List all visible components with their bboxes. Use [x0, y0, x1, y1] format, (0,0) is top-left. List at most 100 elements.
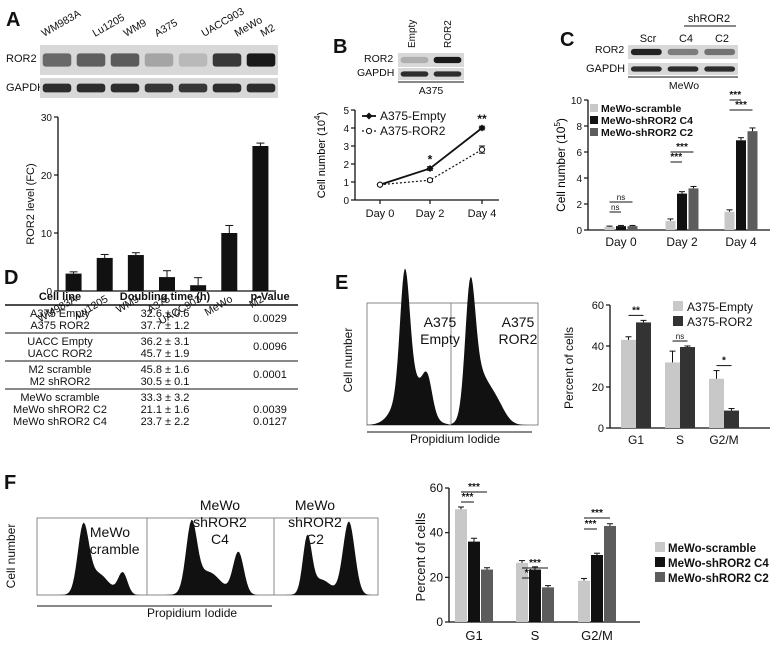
legend-swatch-c — [590, 128, 598, 136]
panel-a-bar — [190, 285, 207, 291]
histogram-mewo-c2-fill — [274, 521, 378, 595]
panel-b-significance: ** — [477, 112, 487, 126]
lane-label-wm983a: WM983A — [40, 8, 83, 40]
panel-b-y-tick-label: 3 — [343, 142, 349, 153]
histogram-a375-ror2-fill — [451, 276, 538, 425]
gapdh-blot-a-band — [246, 83, 276, 93]
histogram-label-f: Scramble — [80, 541, 139, 557]
table-cell-doubling-time: 45.8 ± 1.6 — [141, 364, 190, 376]
panel-e-bar — [724, 410, 739, 428]
blot-cell-line-c: MeWo — [669, 80, 699, 92]
panel-letter-a: A — [6, 9, 20, 31]
histogram-label-f: MeWo — [200, 497, 240, 513]
ror2-blot-b-background — [398, 53, 464, 67]
panel-f-sig-label: *** — [468, 482, 480, 493]
panel-a-y-tick-label: 30 — [41, 113, 53, 124]
panel-c-bar — [665, 220, 676, 230]
panel-b-ylabel: Cell number (104) — [313, 112, 328, 198]
legend-label-f: MeWo-shROR2 C4 — [668, 558, 769, 570]
panel-b-y-tick-label: 0 — [343, 196, 349, 207]
panel-a-bar — [252, 146, 269, 291]
histogram-ylabel-f: Cell number — [4, 524, 18, 589]
legend-swatch-f — [655, 542, 665, 552]
gapdh-blot-c-band — [704, 66, 736, 72]
legend-swatch-e — [673, 316, 683, 326]
ror2-blot-c-band — [667, 48, 699, 56]
blot-lane-c4: C4 — [679, 33, 693, 45]
legend-swatch-f — [655, 557, 665, 567]
gapdh-blot-a-band — [110, 83, 140, 93]
panel-e-y-tick-label: 40 — [592, 341, 604, 353]
panel-c-y-tick-label: 8 — [576, 122, 582, 133]
panel-f-bar — [591, 555, 603, 622]
gapdh-blot-b-band — [400, 71, 429, 77]
panel-e-x-label: G1 — [628, 433, 644, 447]
table-cell-p-value: 0.0039 — [253, 404, 287, 416]
panel-e-bar — [636, 322, 651, 428]
panel-c-y-tick-label: 6 — [576, 148, 582, 159]
panel-b-y-tick-label: 2 — [343, 160, 349, 171]
histogram-label-f: shROR2 — [193, 514, 247, 530]
panel-f-sig-label: *** — [462, 492, 474, 503]
panel-letter-d: D — [4, 267, 18, 289]
legend-label-e: A375-ROR2 — [687, 315, 753, 329]
panel-c-y-tick-label: 4 — [576, 174, 582, 185]
panel-letter-f: F — [4, 472, 16, 494]
panel-f-bar — [468, 541, 480, 622]
panel-c-bar — [604, 226, 615, 230]
blot-label-ror2-c: ROR2 — [595, 44, 624, 56]
panel-e-bar — [709, 378, 724, 428]
panel-c-bar — [747, 131, 758, 230]
gapdh-blot-a-band — [76, 83, 106, 93]
panel-f-x-label: G1 — [465, 628, 482, 643]
table-cell-doubling-time: 21.1 ± 1.6 — [141, 404, 190, 416]
panel-c-ylabel: Cell number (105) — [553, 118, 568, 212]
blot-lane-scr: Scr — [640, 33, 657, 45]
histogram-label-e: Empty — [420, 331, 460, 347]
table-cell-doubling-time: 36.2 ± 3.1 — [141, 336, 190, 348]
panel-c-bar — [736, 140, 746, 230]
panel-e-x-label: G2/M — [709, 433, 738, 447]
histogram-xlabel-f: Propidium Iodide — [147, 606, 237, 620]
gapdh-blot-a-band — [42, 83, 72, 93]
panel-e-bar — [665, 362, 680, 428]
legend-label-f: MeWo-scramble — [668, 543, 756, 555]
table-cell-doubling-time: 32.6 ± 0.6 — [141, 308, 190, 320]
legend-label-f: MeWo-shROR2 C2 — [668, 573, 769, 585]
panel-c-sig-label: ns — [611, 203, 619, 212]
ror2-blot-a-band — [76, 53, 106, 67]
panel-a-y-tick-label: 0 — [46, 287, 52, 298]
panel-f-sig-label: *** — [591, 508, 603, 519]
panel-c-sig-label: ns — [617, 193, 625, 202]
ror2-blot-b-band — [400, 56, 429, 64]
table-cell-line: MeWo shROR2 C2 — [13, 404, 107, 416]
ror2-blot-b-band — [433, 56, 462, 64]
panel-e-sig-label: ** — [632, 305, 640, 316]
panel-a-bar — [159, 277, 175, 291]
panel-a-bar — [65, 273, 82, 291]
panel-c-y-tick-label: 2 — [576, 200, 582, 211]
table-header-doubling-time: Doubling time (h) — [120, 291, 211, 303]
table-cell-p-value: 0.0001 — [253, 369, 287, 381]
legend-marker — [365, 127, 373, 135]
panel-b-point — [426, 165, 434, 172]
panel-f-bar — [578, 580, 590, 622]
panel-a-bar — [221, 233, 238, 291]
panel-c-sig-label: *** — [729, 90, 741, 101]
histogram-label-e: A375 — [424, 314, 457, 330]
panel-c-bar — [677, 193, 687, 230]
table-cell-line: UACC Empty — [27, 336, 93, 348]
panel-f-bar — [455, 509, 467, 622]
panel-f-x-label: S — [531, 628, 540, 643]
table-cell-line: M2 shROR2 — [30, 376, 91, 388]
blot-label-gapdh-c: GAPDH — [586, 63, 625, 75]
table-cell-line: UACC ROR2 — [28, 348, 93, 360]
gapdh-blot-c-band — [630, 66, 662, 72]
legend-swatch-c — [590, 104, 598, 112]
table-cell-line: A375 ROR2 — [30, 320, 89, 332]
panel-f-y-tick-label: 20 — [430, 570, 444, 584]
panel-b-x-label: Day 4 — [468, 208, 497, 220]
panel-b-point — [478, 146, 486, 153]
blot-label-ror2: ROR2 — [6, 53, 37, 65]
legend-marker — [365, 112, 373, 120]
